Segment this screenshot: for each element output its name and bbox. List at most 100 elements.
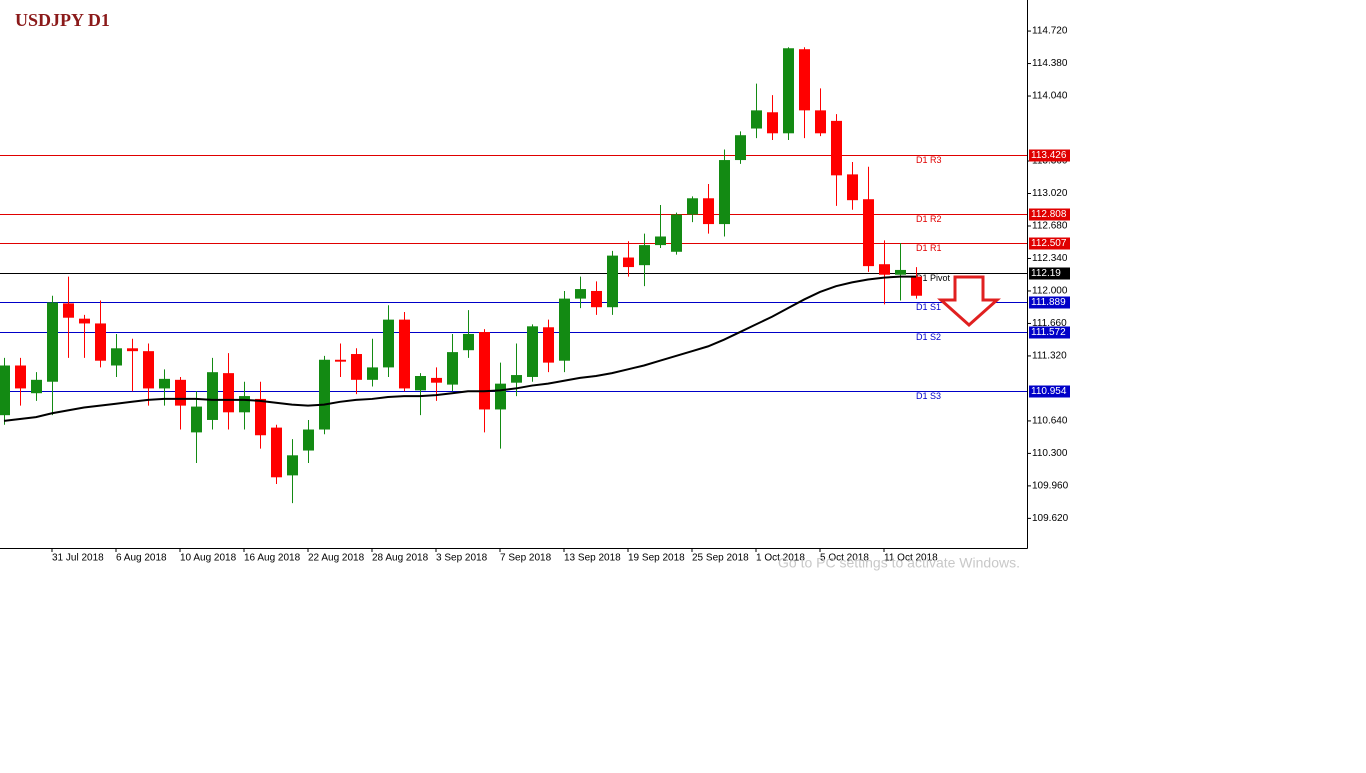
candle-body xyxy=(863,199,874,267)
level-price-box xyxy=(1029,385,1070,398)
x-tick-label: 5 Oct 2018 xyxy=(820,553,869,564)
candle-body xyxy=(351,354,362,380)
level-price-box xyxy=(1029,149,1070,162)
y-tick-label: 109.620 xyxy=(1032,513,1069,524)
level-price: 111.889 xyxy=(1031,297,1066,308)
candle-body xyxy=(335,359,346,362)
x-tick-label: 22 Aug 2018 xyxy=(308,553,365,564)
candle-body xyxy=(271,427,282,478)
candle-body xyxy=(831,120,842,176)
level-name: D1 R3 xyxy=(916,155,942,165)
candle-body xyxy=(671,214,682,252)
candle-body xyxy=(399,319,410,389)
candle-body xyxy=(287,455,298,476)
level-price-box xyxy=(1029,237,1070,250)
candle-body xyxy=(0,365,10,416)
candle-body xyxy=(463,333,474,351)
y-tick-label: 113.020 xyxy=(1032,188,1068,199)
x-tick-label: 11 Oct 2018 xyxy=(884,553,938,564)
x-tick-label: 31 Jul 2018 xyxy=(52,553,104,564)
level-price: 112.507 xyxy=(1031,238,1067,249)
level-price-box xyxy=(1029,208,1070,221)
level-name: D1 S1 xyxy=(916,302,941,312)
candle-body xyxy=(735,135,746,161)
level-name: D1 R1 xyxy=(916,243,942,253)
candle-body xyxy=(159,378,170,389)
candle-body xyxy=(15,365,26,389)
x-tick-label: 3 Sep 2018 xyxy=(436,553,488,564)
candle-body xyxy=(815,110,826,134)
candle-body xyxy=(383,319,394,368)
y-tick-label: 111.660 xyxy=(1032,318,1067,329)
level-price: 111.572 xyxy=(1031,327,1066,338)
y-tick-label: 110.300 xyxy=(1032,448,1068,459)
level-price: 112.19 xyxy=(1031,268,1061,279)
candle-body xyxy=(639,245,650,266)
candle-body xyxy=(623,257,634,268)
down-arrow xyxy=(937,275,1001,328)
candle-body xyxy=(319,359,330,430)
candle-body xyxy=(239,396,250,413)
y-tick-label: 114.380 xyxy=(1032,58,1068,69)
x-tick-label: 10 Aug 2018 xyxy=(180,553,237,564)
candle-body xyxy=(543,327,554,363)
level-price: 113.426 xyxy=(1031,150,1067,161)
x-tick-label: 28 Aug 2018 xyxy=(372,553,429,564)
candle-body xyxy=(63,303,74,318)
candle-body xyxy=(431,377,442,383)
candle-body xyxy=(31,379,42,394)
candle-body xyxy=(191,406,202,433)
y-tick-label: 112.000 xyxy=(1032,286,1068,297)
candle-body xyxy=(495,383,506,410)
x-tick-label: 6 Aug 2018 xyxy=(116,553,167,564)
candle-body xyxy=(47,302,58,382)
y-tick-label: 111.320 xyxy=(1032,351,1067,362)
level-price: 112.808 xyxy=(1031,209,1067,220)
candle-body xyxy=(111,348,122,366)
y-tick-label: 109.960 xyxy=(1032,481,1069,492)
level-name: D1 R2 xyxy=(916,214,942,224)
candle-body xyxy=(95,323,106,361)
level-name: D1 Pivot xyxy=(916,273,951,283)
y-tick-label: 114.040 xyxy=(1032,91,1068,102)
chart-title: USDJPY D1 xyxy=(15,10,110,30)
watermark: Go to PC settings to activate Windows. xyxy=(778,555,1020,571)
candle-body xyxy=(511,375,522,383)
candle-body xyxy=(783,48,794,134)
candle-body xyxy=(303,429,314,451)
candle-body xyxy=(255,398,266,436)
candle-body xyxy=(607,255,618,308)
candle-body xyxy=(479,332,490,410)
y-tick-label: 112.680 xyxy=(1032,221,1068,232)
candle-body xyxy=(655,236,666,246)
level-name: D1 S3 xyxy=(916,391,941,401)
candle-body xyxy=(415,376,426,391)
candle-body xyxy=(799,49,810,111)
y-tick-label: 110.640 xyxy=(1032,416,1068,427)
candle-body xyxy=(575,289,586,299)
candle-body xyxy=(207,372,218,420)
y-tick-label: 114.720 xyxy=(1032,26,1068,37)
level-name: D1 S2 xyxy=(916,332,941,342)
level-price-box xyxy=(1029,326,1070,339)
candle-body xyxy=(527,326,538,377)
x-tick-label: 16 Aug 2018 xyxy=(244,553,301,564)
x-tick-label: 1 Oct 2018 xyxy=(756,553,805,564)
candle-body xyxy=(143,351,154,389)
x-tick-label: 13 Sep 2018 xyxy=(564,553,621,564)
candle-body xyxy=(767,112,778,134)
candle-body xyxy=(127,348,138,352)
level-price-box xyxy=(1029,267,1070,280)
candle-body xyxy=(895,269,906,275)
candle-body xyxy=(847,174,858,201)
candle-body xyxy=(223,373,234,413)
x-tick-label: 7 Sep 2018 xyxy=(500,553,552,564)
candle-body xyxy=(719,160,730,225)
candle-body xyxy=(447,352,458,385)
candle-body xyxy=(559,298,570,361)
candle-body xyxy=(367,367,378,380)
moving-average xyxy=(3,275,916,422)
